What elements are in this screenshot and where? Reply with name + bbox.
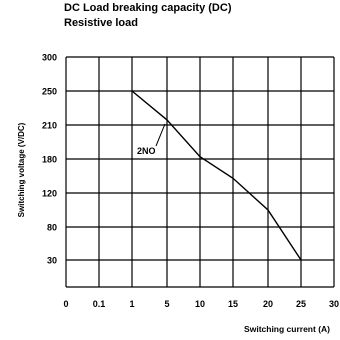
y-tick-label: 80 xyxy=(47,223,57,233)
y-axis-label: Switching voltage (V/DC) xyxy=(17,122,26,217)
x-tick-label: 20 xyxy=(263,299,273,309)
x-tick-labels: 0 0.1 1 5 10 15 20 25 30 xyxy=(63,299,339,309)
chart-title: DC Load breaking capacity (DC) xyxy=(64,2,232,14)
y-tick-label: 180 xyxy=(42,155,57,165)
x-axis-label: Switching current (A) xyxy=(244,324,330,334)
series-layer: 2NO xyxy=(131,90,302,261)
y-tick-label: 250 xyxy=(42,87,57,97)
grid xyxy=(65,56,335,288)
series-label: 2NO xyxy=(137,146,156,156)
x-tick-label: 0 xyxy=(63,299,68,309)
x-tick-label: 25 xyxy=(296,299,306,309)
x-tick-label: 15 xyxy=(228,299,238,309)
x-tick-label: 5 xyxy=(164,299,169,309)
x-tick-label: 10 xyxy=(195,299,205,309)
y-tick-labels: 300 250 210 180 120 80 30 xyxy=(42,53,57,266)
x-tick-label: 30 xyxy=(329,299,339,309)
x-tick-label: 1 xyxy=(129,299,134,309)
y-tick-label: 120 xyxy=(42,189,57,199)
y-tick-label: 30 xyxy=(47,256,57,266)
x-tick-label: 0.1 xyxy=(93,299,106,309)
series-line xyxy=(131,90,302,261)
y-tick-label: 210 xyxy=(42,121,57,131)
y-tick-label: 300 xyxy=(42,53,57,63)
series-label-leader xyxy=(155,123,166,147)
chart-subtitle: Resistive load xyxy=(64,17,138,29)
